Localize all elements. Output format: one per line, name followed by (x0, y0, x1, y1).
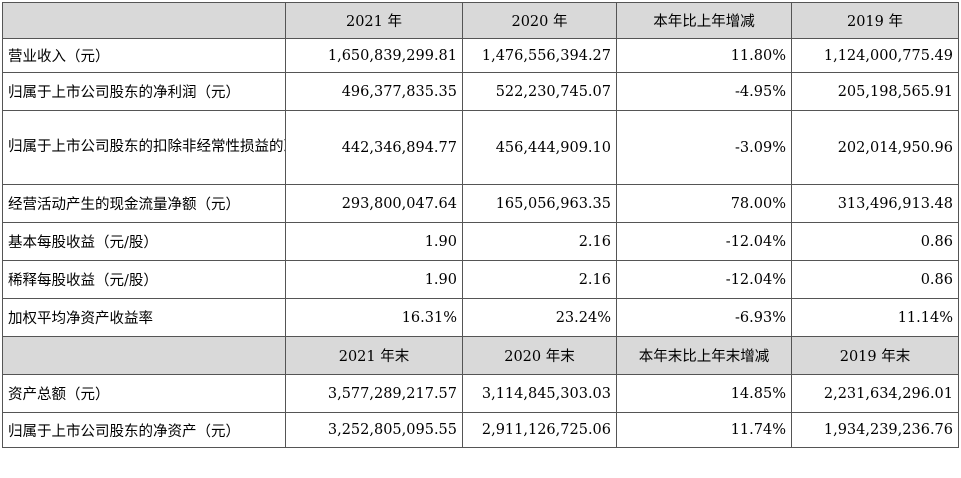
table-row: 归属于上市公司股东的扣除非经常性损益的净利润（元） 442,346,894.77… (2, 110, 959, 185)
row-label: 加权平均净资产收益率 (2, 298, 286, 337)
value-change: 14.85% (616, 374, 792, 413)
value-2019: 1,934,239,236.76 (791, 412, 959, 448)
financial-table: 2021 年 2020 年 本年比上年增减 2019 年 营业收入（元） 1,6… (2, 2, 959, 448)
value-2020: 23.24% (462, 298, 617, 337)
row-label: 归属于上市公司股东的扣除非经常性损益的净利润（元） (2, 110, 286, 185)
value-2020: 2.16 (462, 260, 617, 299)
table-row: 稀释每股收益（元/股） 1.90 2.16 -12.04% 0.86 (2, 260, 959, 299)
value-2019: 205,198,565.91 (791, 72, 959, 111)
value-change: -6.93% (616, 298, 792, 337)
value-2019: 1,124,000,775.49 (791, 38, 959, 73)
value-2019: 11.14% (791, 298, 959, 337)
value-2021: 496,377,835.35 (285, 72, 463, 111)
header-cell-blank (2, 2, 286, 39)
value-2021: 3,252,805,095.55 (285, 412, 463, 448)
header-cell-change: 本年比上年增减 (616, 2, 792, 39)
value-2020: 165,056,963.35 (462, 184, 617, 223)
row-label: 经营活动产生的现金流量净额（元） (2, 184, 286, 223)
value-2019: 2,231,634,296.01 (791, 374, 959, 413)
value-change: 11.80% (616, 38, 792, 73)
value-change: -12.04% (616, 260, 792, 299)
table-row: 基本每股收益（元/股） 1.90 2.16 -12.04% 0.86 (2, 222, 959, 261)
value-change: -12.04% (616, 222, 792, 261)
value-2020: 2,911,126,725.06 (462, 412, 617, 448)
header-cell-blank (2, 336, 286, 375)
header-row-yearend: 2021 年末 2020 年末 本年末比上年末增减 2019 年末 (2, 336, 959, 375)
table-row: 归属于上市公司股东的净资产（元） 3,252,805,095.55 2,911,… (2, 412, 959, 448)
value-change: 11.74% (616, 412, 792, 448)
value-change: -3.09% (616, 110, 792, 185)
header-cell-2020: 2020 年 (462, 2, 617, 39)
row-label: 资产总额（元） (2, 374, 286, 413)
header-row-annual: 2021 年 2020 年 本年比上年增减 2019 年 (2, 2, 959, 39)
value-2020: 2.16 (462, 222, 617, 261)
value-2019: 0.86 (791, 222, 959, 261)
row-label: 营业收入（元） (2, 38, 286, 73)
row-label: 归属于上市公司股东的净利润（元） (2, 72, 286, 111)
value-2020: 522,230,745.07 (462, 72, 617, 111)
value-2021: 442,346,894.77 (285, 110, 463, 185)
value-2021: 1.90 (285, 260, 463, 299)
row-label: 稀释每股收益（元/股） (2, 260, 286, 299)
value-2019: 202,014,950.96 (791, 110, 959, 185)
table-row: 加权平均净资产收益率 16.31% 23.24% -6.93% 11.14% (2, 298, 959, 337)
value-2021: 1.90 (285, 222, 463, 261)
value-change: 78.00% (616, 184, 792, 223)
header-cell-2019-end: 2019 年末 (791, 336, 959, 375)
financial-summary: 2021 年 2020 年 本年比上年增减 2019 年 营业收入（元） 1,6… (2, 2, 959, 448)
value-2019: 313,496,913.48 (791, 184, 959, 223)
table-row: 经营活动产生的现金流量净额（元） 293,800,047.64 165,056,… (2, 184, 959, 223)
value-2021: 3,577,289,217.57 (285, 374, 463, 413)
value-2021: 16.31% (285, 298, 463, 337)
value-2019: 0.86 (791, 260, 959, 299)
header-cell-2020-end: 2020 年末 (462, 336, 617, 375)
value-2020: 1,476,556,394.27 (462, 38, 617, 73)
row-label: 基本每股收益（元/股） (2, 222, 286, 261)
table-row: 归属于上市公司股东的净利润（元） 496,377,835.35 522,230,… (2, 72, 959, 111)
header-cell-2021-end: 2021 年末 (285, 336, 463, 375)
header-cell-change-end: 本年末比上年末增减 (616, 336, 792, 375)
table-row: 资产总额（元） 3,577,289,217.57 3,114,845,303.0… (2, 374, 959, 413)
table-row: 营业收入（元） 1,650,839,299.81 1,476,556,394.2… (2, 38, 959, 73)
value-2021: 1,650,839,299.81 (285, 38, 463, 73)
header-cell-2019: 2019 年 (791, 2, 959, 39)
header-cell-2021: 2021 年 (285, 2, 463, 39)
row-label: 归属于上市公司股东的净资产（元） (2, 412, 286, 448)
value-2020: 456,444,909.10 (462, 110, 617, 185)
value-2020: 3,114,845,303.03 (462, 374, 617, 413)
value-2021: 293,800,047.64 (285, 184, 463, 223)
value-change: -4.95% (616, 72, 792, 111)
